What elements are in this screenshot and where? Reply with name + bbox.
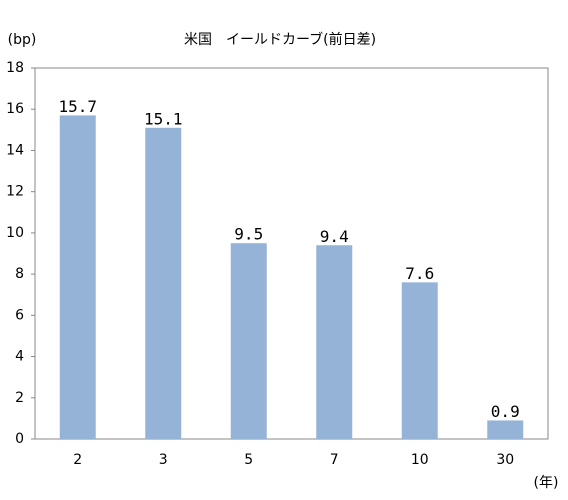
data-label: 15.1 [144,109,183,128]
bar [230,243,267,439]
y-tick-label: 12 [6,184,24,200]
bar [59,115,96,440]
y-axis-label: (bp) [8,32,37,48]
y-tick-label: 10 [6,225,24,241]
data-label: 15.7 [58,97,97,116]
x-tick-label: 5 [244,452,253,468]
x-tick-label: 3 [159,452,168,468]
x-tick-label: 30 [496,452,514,468]
y-tick-label: 6 [15,307,24,323]
x-axis-label: (年) [534,475,559,491]
plot-area [34,67,549,440]
x-tick-label: 2 [73,452,82,468]
data-label: 0.9 [491,402,520,421]
y-tick-label: 18 [6,60,24,76]
bar [401,282,438,439]
x-tick-label: 10 [411,452,429,468]
chart-title: 米国 イールドカーブ(前日差) [184,31,376,48]
y-tick-label: 16 [6,101,24,117]
bar [487,420,524,439]
data-label: 9.4 [320,227,349,246]
y-tick-label: 14 [6,142,24,158]
y-tick-label: 2 [15,390,24,406]
data-label: 7.6 [405,264,434,283]
bar [316,245,353,439]
y-tick-label: 4 [15,349,24,365]
y-tick-label: 0 [15,431,24,447]
x-tick-label: 7 [330,452,339,468]
bar [145,127,182,440]
y-tick-label: 8 [15,266,24,282]
data-label: 9.5 [234,225,263,244]
